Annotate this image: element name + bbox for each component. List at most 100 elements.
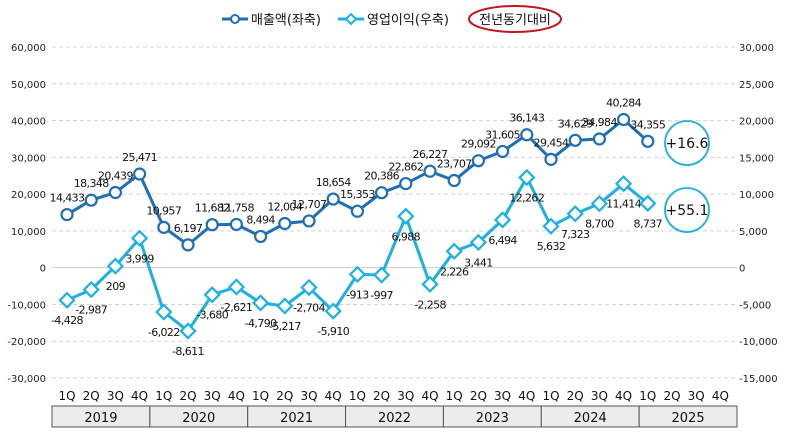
legend-revenue-label: 매출액(좌축) bbox=[251, 13, 321, 28]
operating-profit-data-label: -997 bbox=[370, 289, 393, 302]
revenue-data-label: 25,471 bbox=[122, 151, 157, 164]
quarter-label: 3Q bbox=[494, 389, 511, 403]
operating-profit-data-label: 3,441 bbox=[464, 256, 493, 269]
operating-profit-point bbox=[421, 275, 439, 293]
operating-profit-point bbox=[518, 168, 536, 187]
quarter-label: 1Q bbox=[252, 389, 269, 403]
left-axis-tick: 60,000 bbox=[11, 43, 46, 54]
quarter-label: 4Q bbox=[131, 389, 148, 403]
operating-profit-point bbox=[614, 175, 633, 193]
operating-profit-point bbox=[445, 242, 463, 260]
quarter-label: 2Q bbox=[276, 389, 293, 403]
revenue-data-label: 11,682 bbox=[195, 202, 230, 215]
operating-profit-point bbox=[542, 217, 560, 235]
revenue-point bbox=[592, 132, 607, 146]
revenue-point bbox=[471, 154, 485, 168]
operating-profit-data-label: 11,414 bbox=[606, 198, 641, 211]
left-axis-tick: 50,000 bbox=[11, 80, 46, 91]
revenue-point bbox=[496, 144, 510, 159]
revenue-data-label: 40,284 bbox=[606, 97, 641, 110]
operating-profit-data-label: -2,704 bbox=[293, 302, 325, 315]
year-box bbox=[638, 405, 738, 428]
revenue-data-label: 31,605 bbox=[485, 128, 520, 141]
revenue-point bbox=[447, 173, 461, 188]
revenue-data-label: 8,494 bbox=[246, 213, 275, 226]
legend-yoy-label: 전년동기대비 bbox=[479, 13, 551, 28]
year-label: 2025 bbox=[672, 411, 705, 426]
operating-profit-data-label: 3,999 bbox=[125, 252, 154, 265]
quarter-label: 2Q bbox=[179, 389, 196, 403]
operating-profit-data-label: 6,988 bbox=[392, 230, 421, 243]
revenue-point bbox=[423, 164, 437, 178]
revenue-point bbox=[278, 216, 292, 231]
quarter-label: 4Q bbox=[421, 389, 438, 403]
revenue-data-label: 12,004 bbox=[267, 201, 302, 214]
quarter-label: 2Q bbox=[83, 389, 100, 403]
revenue-data-label: 10,957 bbox=[146, 204, 181, 217]
quarter-label: 2Q bbox=[663, 389, 680, 403]
revenue-point bbox=[568, 133, 582, 147]
operating-profit-point bbox=[324, 302, 342, 320]
revenue-data-label: 12,707 bbox=[292, 198, 327, 211]
quarter-label: 4Q bbox=[615, 389, 632, 403]
operating-profit-data-label: -3,680 bbox=[196, 309, 228, 322]
right-axis-tick: -5,000 bbox=[739, 300, 771, 311]
legend-yoy-ellipse bbox=[468, 5, 562, 33]
revenue-data-label: 26,227 bbox=[413, 148, 448, 161]
quarter-label: 3Q bbox=[204, 389, 221, 403]
revenue-point bbox=[616, 112, 631, 127]
yoy-annotation: +16.6 bbox=[666, 136, 709, 152]
revenue-point bbox=[108, 185, 123, 200]
revenue-data-label: 29,454 bbox=[534, 136, 569, 149]
revenue-data-label: 34,629 bbox=[558, 117, 593, 130]
revenue-point bbox=[181, 238, 195, 252]
operating-profit-point bbox=[82, 281, 100, 299]
yoy-annotation: +55.1 bbox=[666, 203, 709, 219]
operating-profit-point bbox=[372, 266, 391, 284]
revenue-data-label: 34,984 bbox=[582, 116, 617, 129]
operating-profit-data-label: 8,700 bbox=[585, 218, 614, 231]
left-axis-tick: -20,000 bbox=[7, 337, 46, 348]
quarter-label: 4Q bbox=[518, 389, 535, 403]
legend-revenue-marker-icon bbox=[230, 14, 240, 24]
operating-profit-point bbox=[58, 291, 76, 309]
operating-profit-point bbox=[348, 265, 367, 284]
operating-profit-point bbox=[397, 207, 415, 225]
operating-profit-data-label: 12,262 bbox=[509, 191, 544, 204]
legend-profit-marker-icon bbox=[344, 12, 358, 26]
quarter-label: 4Q bbox=[325, 389, 342, 403]
revenue-data-label: 22,862 bbox=[388, 161, 423, 174]
right-axis-tick: 30,000 bbox=[739, 43, 774, 54]
quarter-label: 3Q bbox=[688, 389, 705, 403]
right-axis-tick: 25,000 bbox=[739, 80, 774, 91]
left-axis-tick: -30,000 bbox=[7, 374, 46, 385]
quarter-label: 3Q bbox=[107, 389, 124, 403]
operating-profit-data-label: 8,737 bbox=[634, 217, 663, 230]
quarter-label: 1Q bbox=[639, 389, 656, 403]
right-axis-tick: 20,000 bbox=[739, 117, 774, 128]
revenue-data-label: 20,386 bbox=[364, 170, 399, 183]
operating-profit-data-label: 209 bbox=[106, 280, 126, 293]
right-axis-tick: -15,000 bbox=[739, 374, 778, 385]
legend-profit-label: 영업이익(우축) bbox=[367, 13, 449, 28]
left-axis-tick: 40,000 bbox=[11, 117, 46, 128]
operating-profit-point bbox=[203, 286, 221, 304]
revenue-point bbox=[544, 152, 558, 166]
right-axis-tick: 5,000 bbox=[739, 227, 768, 238]
operating-profit-data-label: -5,217 bbox=[269, 320, 301, 333]
revenue-data-label: 23,707 bbox=[437, 157, 472, 170]
operating-profit-point bbox=[566, 205, 584, 223]
quarter-label: 3Q bbox=[591, 389, 608, 403]
left-axis-tick: 30,000 bbox=[11, 153, 46, 164]
operating-profit-data-label: -2,621 bbox=[220, 301, 252, 314]
revenue-point bbox=[60, 207, 74, 222]
quarter-label: 3Q bbox=[300, 389, 317, 403]
quarter-label: 2Q bbox=[470, 389, 487, 403]
operating-profit-point bbox=[493, 211, 512, 229]
revenue-data-label: 15,353 bbox=[340, 188, 375, 201]
revenue-point bbox=[520, 128, 534, 142]
operating-profit-data-label: -2,258 bbox=[414, 298, 446, 311]
revenue-point bbox=[229, 217, 243, 232]
